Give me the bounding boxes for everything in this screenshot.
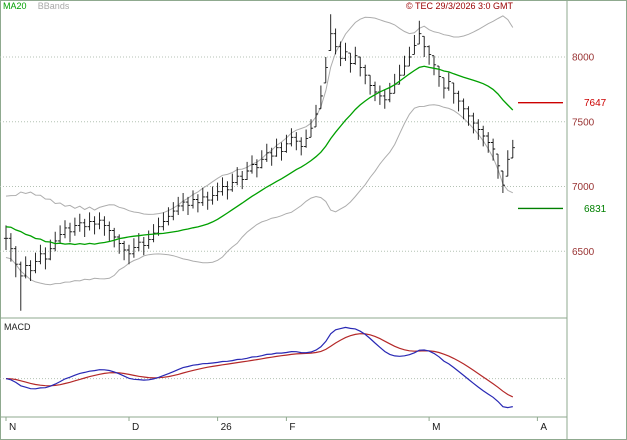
month-label-A: A [540, 422, 547, 433]
month-label-F: F [289, 422, 295, 433]
resistance-level-label: 7647 [584, 98, 607, 109]
legend-item-bbands: BBands [38, 1, 70, 11]
macd-panel-label: MACD [4, 322, 31, 332]
support-level-label: 6831 [584, 204, 607, 215]
ma20-line [5, 65, 514, 246]
legend: MA20 BBands [3, 1, 70, 11]
month-label-26: 26 [221, 422, 233, 433]
legend-item-ma20: MA20 [3, 1, 27, 11]
price-tick-label: 7000 [572, 182, 595, 193]
macd-line [5, 326, 513, 409]
price-tick-label: 7500 [572, 117, 595, 128]
month-label-D: D [132, 422, 139, 433]
bollinger-upper-line [5, 15, 514, 215]
macd-signal-line [5, 333, 514, 398]
month-label-M: M [432, 422, 440, 433]
price-tick-label: 6500 [572, 247, 595, 258]
price-bars [3, 14, 515, 311]
chart-render-layer: 8000 7500 7000 6500 7647 6831 N D 26 F M A [0, 0, 607, 440]
bollinger-lower-line [5, 104, 514, 286]
price-tick-label: 8000 [572, 53, 595, 64]
copyright-text: © TEC 29/3/2026 3:0 GMT [406, 1, 514, 11]
month-label-N: N [9, 422, 16, 433]
